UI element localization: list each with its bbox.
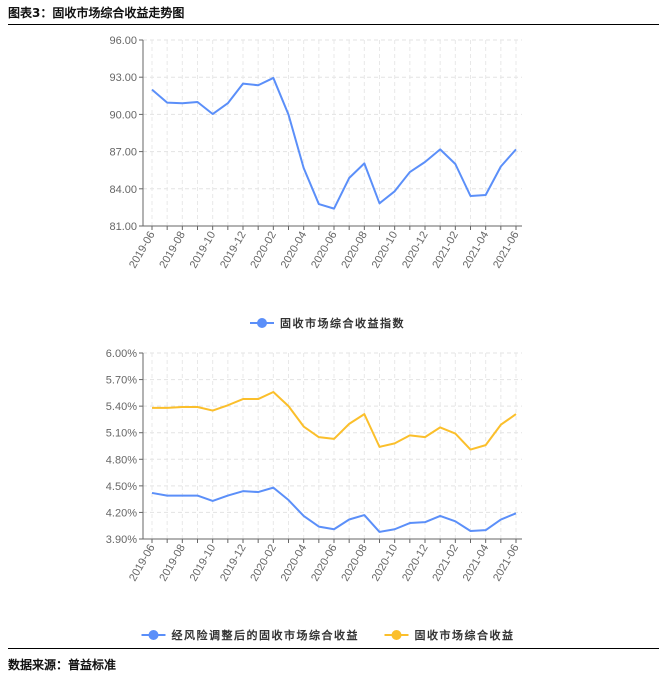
y-tick-label: 81.00 bbox=[109, 221, 137, 233]
x-tick-label: 2020-08 bbox=[339, 230, 370, 271]
legend-item: 固收市场综合收益 bbox=[384, 628, 515, 642]
y-tick-label: 4.20% bbox=[106, 507, 137, 519]
x-tick-label: 2020-02 bbox=[248, 543, 279, 584]
x-tick-label: 2021-02 bbox=[430, 543, 461, 584]
legend-label: 固收市场综合收益 bbox=[415, 628, 515, 642]
legend-marker-icon bbox=[391, 630, 402, 640]
y-tick-label: 4.80% bbox=[106, 454, 137, 466]
legend-marker-icon bbox=[257, 318, 267, 328]
x-tick-label: 2019-08 bbox=[157, 543, 188, 584]
legend-item: 固收市场综合收益指数 bbox=[250, 316, 405, 330]
figure-title: 图表3：固收市场综合收益走势图 bbox=[8, 6, 185, 20]
x-tick-label: 2021-06 bbox=[491, 230, 522, 271]
y-tick-label: 84.00 bbox=[109, 184, 137, 196]
header-divider bbox=[8, 24, 659, 25]
x-tick-label: 2020-12 bbox=[400, 543, 431, 584]
y-tick-label: 93.00 bbox=[109, 72, 137, 84]
chart-2: 3.90% 4.20% 4.50% 4.80% 5.10% 5.40% 5.70% 6.00%… bbox=[106, 348, 522, 642]
x-tick-label: 2020-10 bbox=[370, 543, 401, 584]
x-tick-label: 2020-08 bbox=[339, 543, 370, 584]
y-tick-label: 3.90% bbox=[106, 534, 137, 546]
y-tick-label: 5.10% bbox=[106, 428, 137, 440]
x-tick-label: 2019-10 bbox=[188, 230, 219, 271]
y-tick-label: 4.50% bbox=[106, 481, 137, 493]
x-tick-label: 2019-06 bbox=[127, 543, 158, 584]
footer-divider bbox=[8, 648, 659, 649]
x-tick-label: 2020-04 bbox=[279, 543, 310, 584]
legend-label: 经风险调整后的固收市场综合收益 bbox=[172, 628, 360, 642]
x-tick-label: 2020-02 bbox=[248, 230, 279, 271]
x-tick-label: 2020-10 bbox=[370, 230, 401, 271]
x-tick-label: 2020-04 bbox=[279, 230, 310, 271]
data-source: 数据来源：普益标准 bbox=[8, 658, 117, 672]
legend-label: 固收市场综合收益指数 bbox=[280, 316, 405, 330]
x-tick-label: 2021-04 bbox=[461, 543, 492, 584]
x-tick-label: 2019-12 bbox=[218, 543, 249, 584]
y-tick-label: 5.40% bbox=[106, 401, 137, 413]
y-tick-label: 90.00 bbox=[109, 109, 137, 121]
x-tick-label: 2020-12 bbox=[400, 230, 431, 271]
x-tick-label: 2019-06 bbox=[127, 230, 158, 271]
x-tick-label: 2020-06 bbox=[309, 543, 340, 584]
x-tick-label: 2019-10 bbox=[188, 543, 219, 584]
legend-item: 经风险调整后的固收市场综合收益 bbox=[141, 628, 360, 642]
x-tick-label: 2021-02 bbox=[430, 230, 461, 271]
x-tick-label: 2021-06 bbox=[491, 543, 522, 584]
y-tick-label: 5.70% bbox=[106, 375, 137, 387]
y-tick-label: 87.00 bbox=[109, 147, 137, 159]
x-tick-label: 2019-08 bbox=[157, 230, 188, 271]
y-tick-label: 6.00% bbox=[106, 348, 137, 360]
x-tick-label: 2020-06 bbox=[309, 230, 340, 271]
y-tick-label: 96.00 bbox=[109, 35, 137, 47]
legend-marker-icon bbox=[148, 630, 159, 640]
x-tick-label: 2021-04 bbox=[461, 229, 492, 270]
x-tick-label: 2019-12 bbox=[218, 230, 249, 271]
